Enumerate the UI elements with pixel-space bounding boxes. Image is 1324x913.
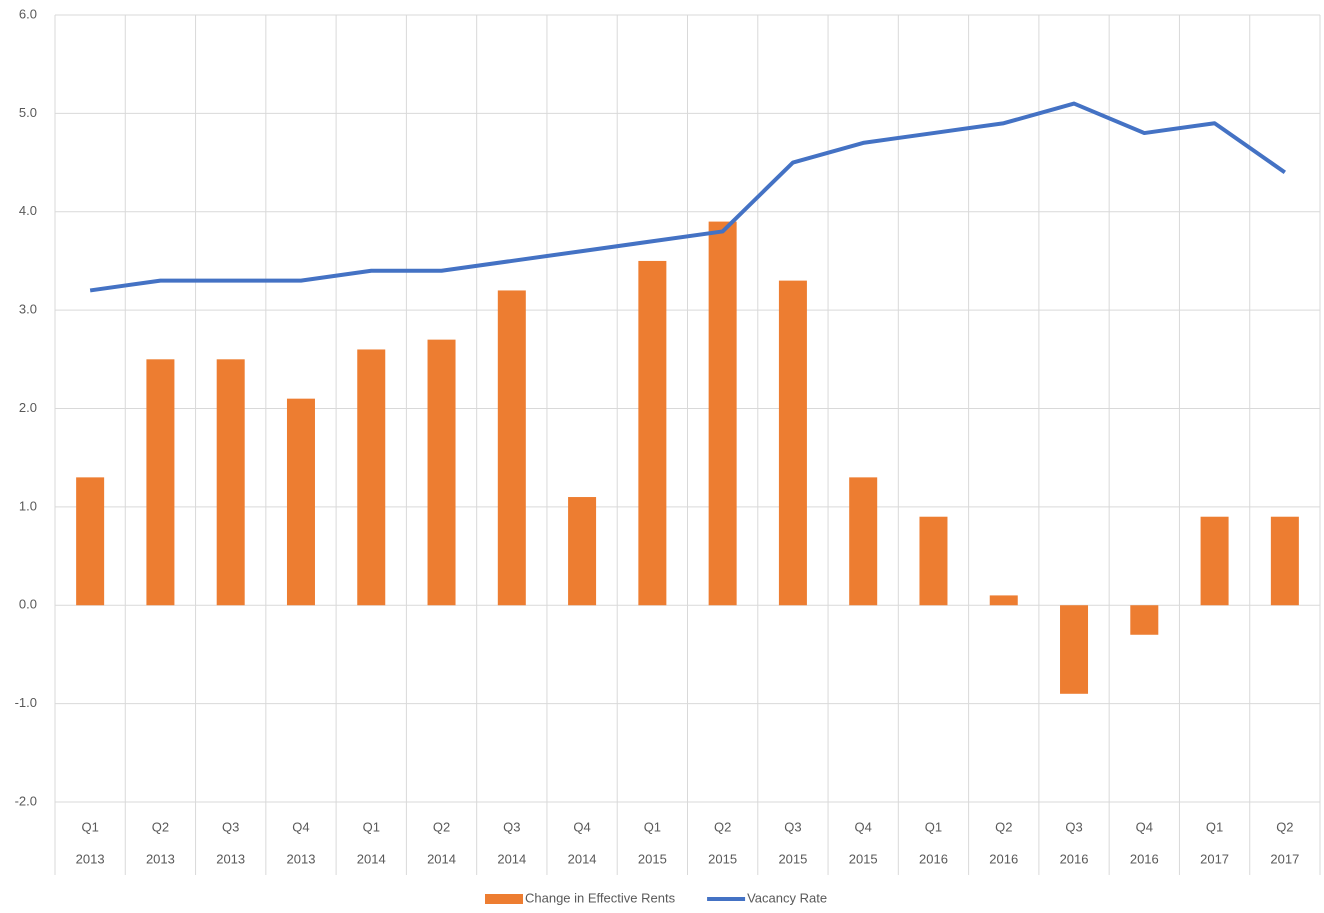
bar: [497, 290, 526, 606]
x-tick-label: Q2: [995, 819, 1012, 834]
x-tick-label: Q2: [433, 819, 450, 834]
x-tick-label: Q3: [1065, 819, 1082, 834]
bar: [1060, 605, 1089, 694]
y-tick-label: 2.0: [19, 400, 37, 415]
x-tick-label: 2013: [216, 851, 245, 866]
x-tick-label: Q3: [222, 819, 239, 834]
y-tick-label: -1.0: [15, 695, 37, 710]
x-tick-label: 2014: [427, 851, 456, 866]
x-tick-label: 2016: [989, 851, 1018, 866]
x-tick-label: 2017: [1200, 851, 1229, 866]
bar: [427, 339, 456, 606]
bar: [1200, 516, 1229, 606]
x-tick-label: 2016: [1060, 851, 1089, 866]
y-tick-label: -2.0: [15, 793, 37, 808]
x-tick-label: 2013: [146, 851, 175, 866]
x-tick-label: Q1: [925, 819, 942, 834]
bar: [989, 595, 1018, 606]
x-tick-label: 2014: [568, 851, 597, 866]
y-tick-label: 0.0: [19, 597, 37, 612]
x-tick-label: Q1: [644, 819, 661, 834]
x-tick-label: 2014: [497, 851, 526, 866]
bar: [708, 221, 737, 606]
x-tick-label: 2015: [708, 851, 737, 866]
x-tick-label: 2015: [778, 851, 807, 866]
x-tick-label: Q1: [363, 819, 380, 834]
y-tick-label: 3.0: [19, 302, 37, 317]
x-tick-label: Q4: [292, 819, 309, 834]
x-tick-label: 2013: [76, 851, 105, 866]
bar: [568, 497, 597, 606]
line: [89, 101, 1287, 293]
y-tick-label: 6.0: [19, 6, 37, 21]
x-tick-label: Q4: [855, 819, 872, 834]
legend-label: Vacancy Rate: [747, 890, 827, 905]
x-tick-label: Q2: [714, 819, 731, 834]
bar: [286, 398, 315, 606]
bar: [919, 516, 948, 606]
x-tick-label: Q3: [784, 819, 801, 834]
legend-label: Change in Effective Rents: [525, 890, 676, 905]
x-tick-label: Q4: [1136, 819, 1153, 834]
x-tick-label: Q1: [1206, 819, 1223, 834]
bar: [216, 359, 245, 606]
x-tick-label: 2017: [1270, 851, 1299, 866]
x-tick-label: Q2: [152, 819, 169, 834]
bar: [76, 477, 105, 606]
x-tick-label: 2014: [357, 851, 386, 866]
x-tick-label: 2013: [287, 851, 316, 866]
legend-swatch: [485, 894, 523, 904]
x-tick-label: 2015: [638, 851, 667, 866]
bar: [849, 477, 878, 606]
x-tick-label: 2016: [919, 851, 948, 866]
bar: [1130, 605, 1159, 635]
y-tick-label: 1.0: [19, 498, 37, 513]
bar: [1270, 516, 1299, 606]
x-tick-label: Q1: [81, 819, 98, 834]
x-tick-label: 2015: [849, 851, 878, 866]
bar: [357, 349, 386, 606]
x-tick-label: 2016: [1130, 851, 1159, 866]
y-tick-label: 5.0: [19, 105, 37, 120]
y-tick-label: 4.0: [19, 203, 37, 218]
x-tick-label: Q3: [503, 819, 520, 834]
bar: [146, 359, 175, 606]
bar: [638, 260, 667, 606]
x-tick-label: Q2: [1276, 819, 1293, 834]
bar: [778, 280, 807, 606]
x-tick-label: Q4: [573, 819, 590, 834]
